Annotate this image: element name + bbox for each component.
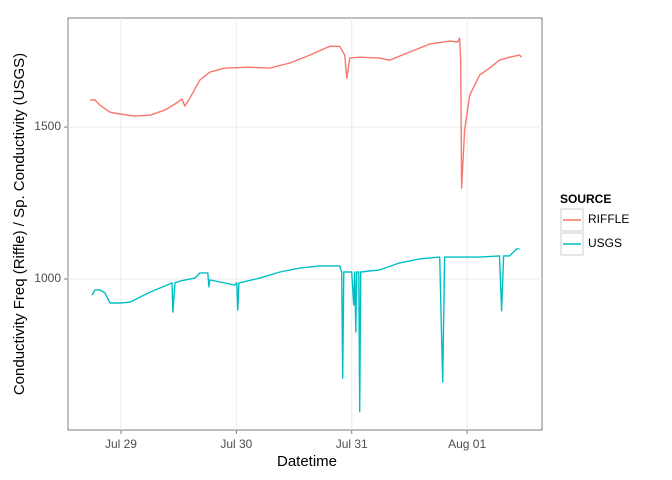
legend-label: USGS <box>588 236 622 250</box>
x-tick-label: Jul 30 <box>220 437 252 451</box>
panel <box>67 17 543 431</box>
x-axis-title: Datetime <box>277 453 337 470</box>
legend-title: SOURCE <box>560 192 611 206</box>
y-tick-label: 1000 <box>34 271 61 285</box>
y-tick-label: 1500 <box>34 119 61 133</box>
legend-label: RIFFLE <box>588 212 629 226</box>
grid <box>68 18 542 430</box>
x-tick-label: Aug 01 <box>448 437 486 451</box>
x-tick-label: Jul 31 <box>336 437 368 451</box>
series-line <box>91 248 520 413</box>
series-line <box>90 37 523 189</box>
x-tick-label: Jul 29 <box>105 437 137 451</box>
y-axis-title: Conductivity Freq (Riffle) / Sp. Conduct… <box>11 53 28 395</box>
